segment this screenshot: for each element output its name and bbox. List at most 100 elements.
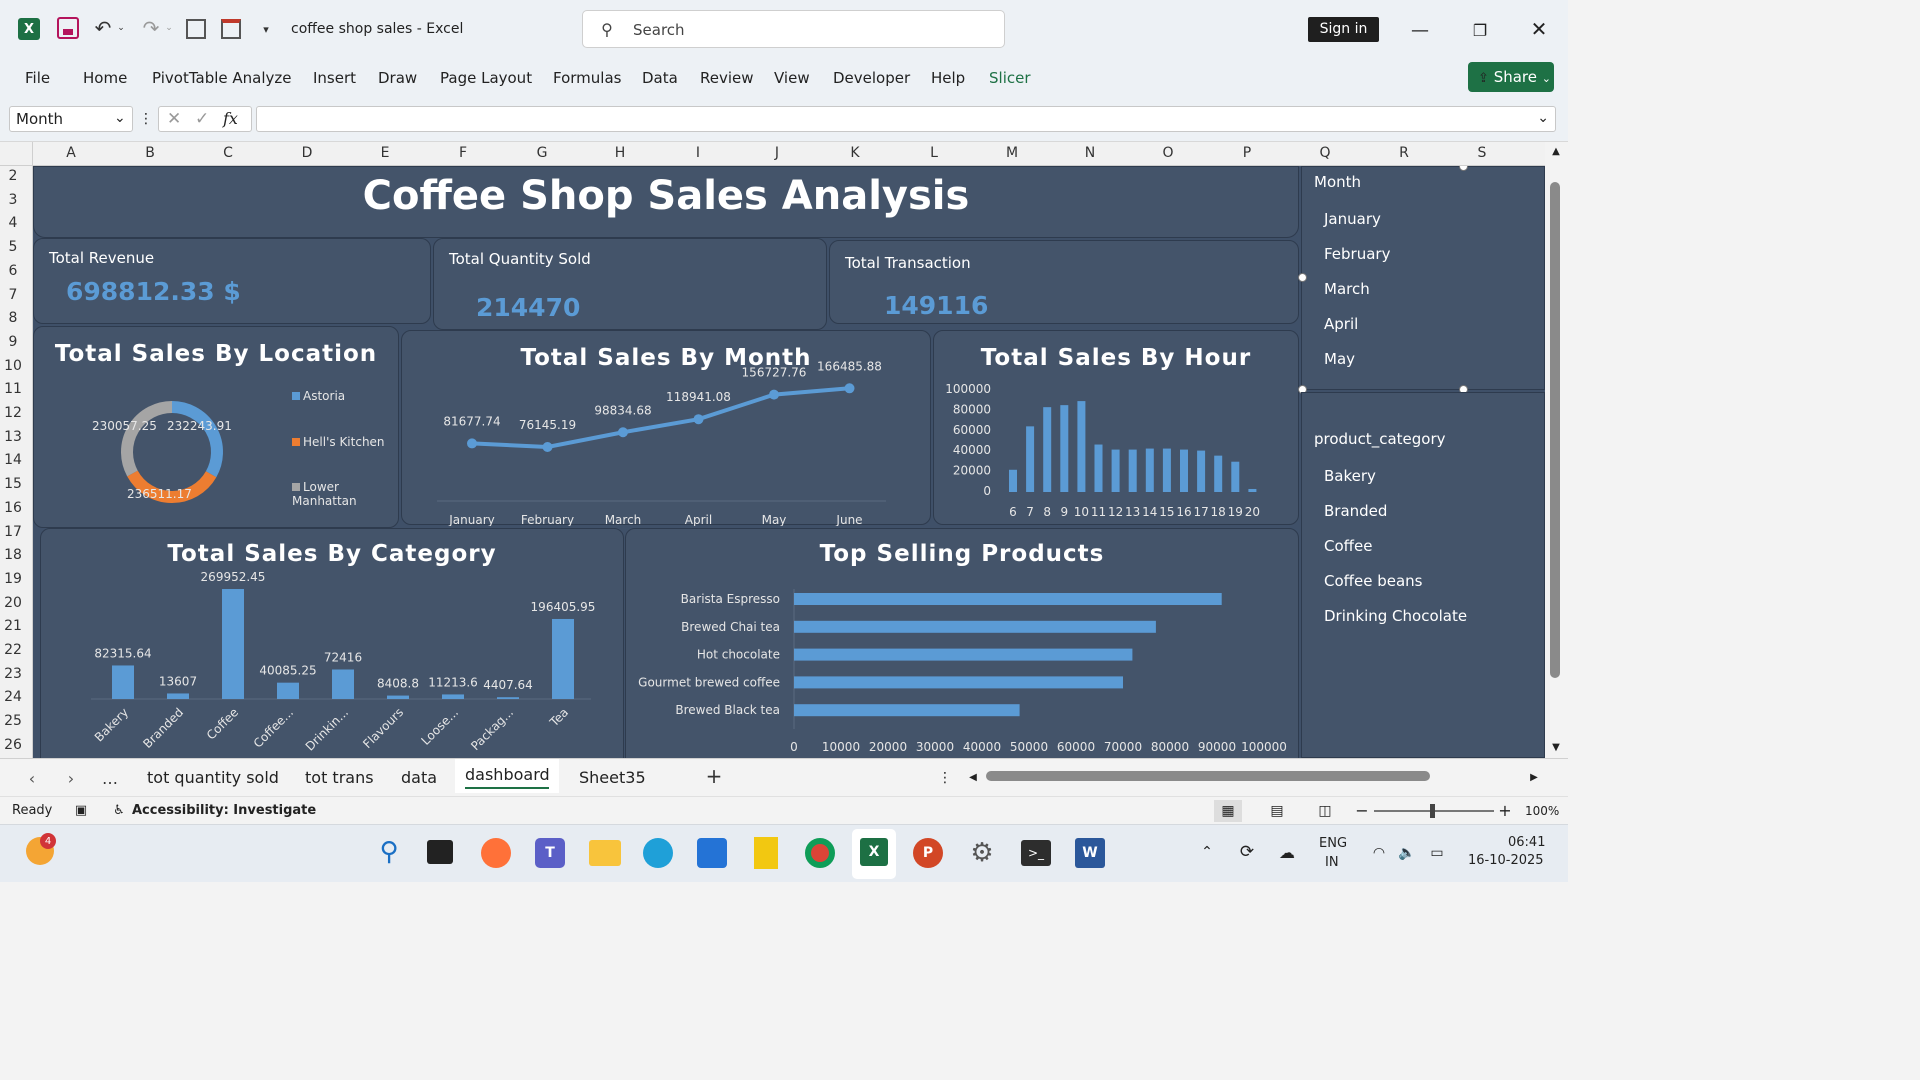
accessibility-status[interactable]: Accessibility: Investigate (132, 803, 317, 818)
prev-sheet-icon[interactable]: ‹ (28, 768, 36, 788)
scroll-up-icon[interactable]: ▲ (1552, 145, 1560, 157)
word-icon[interactable]: W (1075, 838, 1105, 868)
battery-icon[interactable]: ▭ (1430, 845, 1444, 861)
customize-toolbar-icon[interactable]: ▾ (263, 22, 269, 36)
month-slicer[interactable]: Month January February March April May (1301, 166, 1545, 390)
excel-taskbar-active[interactable]: X (852, 829, 896, 879)
terminal-icon[interactable]: >_ (1021, 840, 1051, 866)
share-button[interactable]: ⇪ Share ⌄ (1468, 62, 1554, 92)
row-header[interactable]: 7 (8, 286, 18, 303)
column-header[interactable]: K (850, 145, 860, 161)
column-header[interactable]: O (1162, 145, 1174, 161)
column-header[interactable]: G (536, 145, 548, 161)
volume-icon[interactable]: 🔈 (1398, 845, 1416, 861)
row-header[interactable]: 25 (4, 713, 22, 730)
row-header[interactable]: 21 (4, 618, 22, 635)
clock-date[interactable]: 16-10-2025 (1468, 853, 1544, 868)
show-hidden-icons[interactable]: ⌃ (1201, 844, 1213, 860)
column-header[interactable]: P (1242, 145, 1252, 161)
column-header[interactable]: E (380, 145, 390, 161)
power-bi-icon[interactable] (754, 837, 778, 869)
menu-insert[interactable]: Insert (313, 69, 357, 87)
tab-dashboard-active[interactable]: dashboard (455, 759, 559, 793)
sign-in-button[interactable]: Sign in (1308, 17, 1379, 42)
menu-formulas[interactable]: Formulas (553, 69, 622, 87)
slicer-item-march[interactable]: March (1324, 280, 1370, 298)
start-icon[interactable] (320, 839, 348, 867)
close-icon[interactable]: ✕ (1530, 17, 1548, 41)
slicer-item-january[interactable]: January (1324, 210, 1381, 228)
powerpoint-icon[interactable]: P (913, 838, 943, 868)
slicer-item-bakery[interactable]: Bakery (1324, 467, 1376, 485)
horizontal-scroll-thumb[interactable] (986, 771, 1430, 781)
row-header[interactable]: 18 (4, 547, 22, 564)
column-header[interactable]: I (695, 145, 701, 161)
slicer-item-february[interactable]: February (1324, 245, 1391, 263)
resize-handle-left[interactable] (1298, 273, 1307, 282)
menu-file[interactable]: File (25, 69, 51, 87)
page-break-view-icon[interactable]: ◫ (1318, 803, 1332, 819)
category-slicer[interactable]: product_category Bakery Branded Coffee C… (1301, 392, 1545, 758)
task-view-icon[interactable] (427, 840, 453, 864)
column-header[interactable]: L (930, 145, 938, 161)
edge-icon[interactable] (643, 838, 673, 868)
wifi-icon[interactable]: ◠ (1372, 845, 1386, 861)
row-header[interactable]: 3 (8, 191, 18, 208)
restore-icon[interactable]: ❐ (1472, 20, 1488, 40)
resize-handle-top[interactable] (1459, 166, 1468, 171)
row-header[interactable]: 17 (4, 523, 22, 540)
tab-sheet35[interactable]: Sheet35 (579, 768, 646, 787)
add-sheet-icon[interactable]: + (705, 764, 723, 788)
column-header[interactable]: B (145, 145, 155, 161)
page-layout-view-icon[interactable]: ▤ (1270, 803, 1284, 819)
menu-slicer[interactable]: Slicer (989, 69, 1031, 87)
search-box[interactable]: ⚲ Search (582, 10, 1005, 48)
normal-view-icon[interactable]: ▦ (1214, 800, 1242, 822)
redo-dropdown-icon[interactable]: ⌄ (165, 23, 173, 33)
slicer-item-drinking-chocolate[interactable]: Drinking Chocolate (1324, 607, 1468, 625)
zoom-level[interactable]: 100% (1525, 804, 1560, 818)
tab-data[interactable]: data (401, 768, 438, 787)
sheet-tool-icon[interactable] (221, 19, 241, 39)
undo-dropdown-icon[interactable]: ⌄ (117, 23, 125, 33)
select-all-corner[interactable] (0, 142, 33, 166)
language-eng[interactable]: ENG (1319, 836, 1348, 851)
enter-icon[interactable]: ✓ (195, 109, 210, 129)
file-explorer-icon[interactable] (589, 840, 621, 866)
menu-home[interactable]: Home (83, 69, 128, 87)
vertical-scrollbar[interactable]: ▲ ▼ (1545, 142, 1568, 758)
menu-review[interactable]: Review (700, 69, 754, 87)
minimize-icon[interactable]: — (1411, 19, 1429, 41)
menu-data[interactable]: Data (642, 69, 678, 87)
hscroll-left-icon[interactable]: ◀ (969, 771, 977, 783)
expand-formula-icon[interactable]: ⌄ (1537, 110, 1549, 126)
row-header[interactable]: 19 (4, 570, 22, 587)
sync-icon[interactable]: ⟳ (1239, 842, 1255, 862)
menu-draw[interactable]: Draw (378, 69, 418, 87)
column-header[interactable]: R (1399, 145, 1409, 161)
vertical-scroll-thumb[interactable] (1550, 182, 1560, 678)
zoom-slider-thumb[interactable] (1430, 804, 1435, 818)
column-header[interactable]: F (458, 145, 468, 161)
menu-pivottable-analyze[interactable]: PivotTable Analyze (152, 69, 292, 87)
column-header[interactable]: C (223, 145, 233, 161)
slicer-item-may[interactable]: May (1324, 350, 1356, 368)
menu-view[interactable]: View (774, 69, 810, 87)
slicer-item-coffee-beans[interactable]: Coffee beans (1324, 572, 1423, 590)
row-header[interactable]: 2 (8, 168, 18, 184)
column-header[interactable]: M (1005, 145, 1019, 161)
firefox-icon[interactable] (481, 838, 511, 868)
slicer-item-branded[interactable]: Branded (1324, 502, 1388, 520)
language-in[interactable]: IN (1325, 855, 1339, 870)
formula-input[interactable]: ⌄ (256, 106, 1556, 132)
cloud-off-icon[interactable]: ☁ (1279, 842, 1295, 862)
menu-developer[interactable]: Developer (833, 69, 911, 87)
save-icon[interactable] (57, 17, 79, 39)
row-header[interactable]: 11 (4, 381, 22, 398)
column-header[interactable]: N (1084, 145, 1096, 161)
menu-page-layout[interactable]: Page Layout (440, 69, 533, 87)
row-header[interactable]: 23 (4, 665, 22, 682)
form-icon[interactable] (186, 19, 206, 39)
row-header[interactable]: 10 (4, 357, 22, 374)
undo-icon[interactable]: ↶ (94, 16, 112, 40)
